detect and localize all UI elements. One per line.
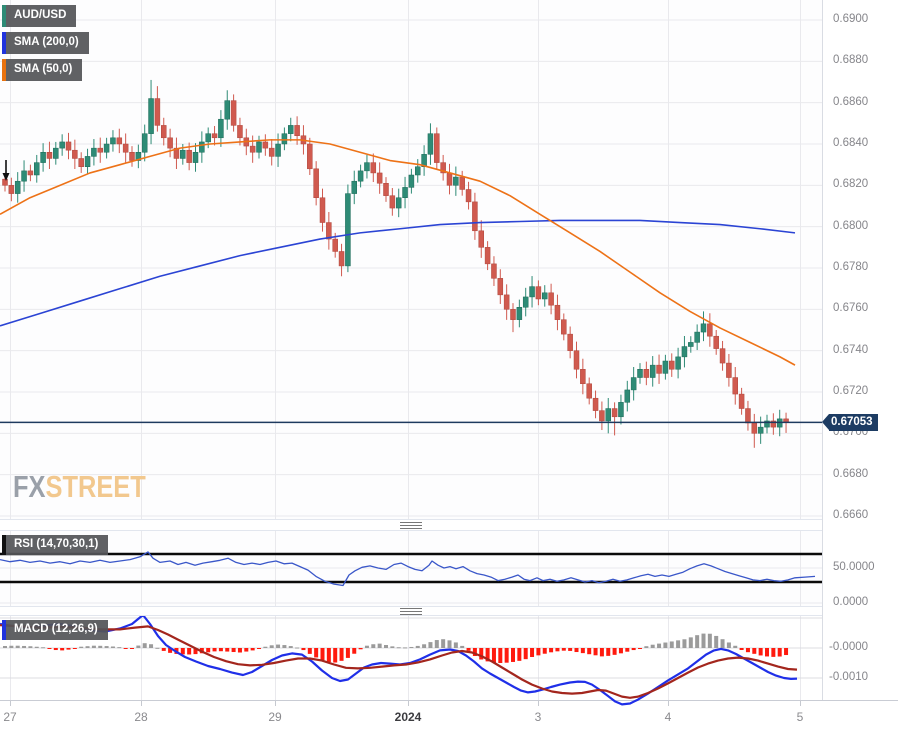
price-axis[interactable]: 0.6900 0.6880 0.6860 0.6840 0.6820 0.6800 0.67…	[822, 0, 898, 700]
price-axis-label: 0.6720	[833, 384, 869, 397]
time-axis-label: 5	[796, 710, 804, 724]
rsi-axis-label: 0.0000	[833, 596, 869, 608]
time-axis[interactable]: 27 28 29 2024 3 4 5	[0, 700, 898, 731]
price-axis-label: 0.6780	[833, 260, 869, 273]
legend-symbol-badge[interactable]: AUD/USD	[2, 5, 77, 27]
rsi-pane[interactable]	[0, 530, 822, 607]
time-axis-label: 29	[268, 710, 282, 724]
pane-resize-divider[interactable]	[0, 606, 822, 616]
price-axis-label: 0.6760	[833, 302, 869, 315]
time-axis-tick	[10, 701, 11, 706]
time-axis-label: 2024	[394, 710, 422, 724]
price-badge-arrow-icon	[822, 414, 829, 431]
legend-rsi-badge[interactable]: RSI (14,70,30,1)	[2, 535, 109, 555]
time-axis-tick	[800, 701, 801, 706]
time-axis-label: 27	[3, 710, 17, 724]
candlestick-canvas[interactable]	[0, 0, 822, 519]
current-price-badge: 0.67053	[822, 413, 878, 431]
price-axis-label: 0.6800	[833, 219, 869, 232]
legend-sma50-badge[interactable]: SMA (50,0)	[2, 59, 83, 81]
legend-macd-badge[interactable]: MACD (12,26,9)	[2, 620, 108, 640]
price-badge-value: 0.67053	[829, 413, 878, 431]
rsi-axis-label: 50.0000	[833, 561, 875, 573]
fxstreet-logo: FXSTREET	[13, 469, 146, 505]
time-axis-tick	[408, 701, 409, 706]
legend-sma200-badge[interactable]: SMA (200,0)	[2, 32, 89, 54]
price-axis-label: 0.6900	[833, 13, 869, 25]
price-chart-pane[interactable]	[0, 0, 822, 520]
resize-grip-icon[interactable]	[400, 522, 422, 529]
time-axis-label: 4	[664, 710, 672, 724]
price-axis-label: 0.6680	[833, 467, 869, 480]
time-axis-label: 3	[534, 710, 542, 724]
macd-axis-label: -0.0000	[829, 641, 869, 653]
macd-canvas[interactable]	[0, 613, 822, 706]
price-axis-label: 0.6840	[833, 136, 869, 149]
price-axis-label: 0.6740	[833, 343, 869, 356]
resize-grip-icon[interactable]	[400, 608, 422, 615]
price-axis-label: 0.6860	[833, 95, 869, 108]
fxstreet-logo-fx: FX	[13, 469, 46, 504]
time-axis-tick	[141, 701, 142, 706]
time-axis-label: 28	[134, 710, 148, 724]
time-axis-tick	[668, 701, 669, 706]
time-axis-tick	[538, 701, 539, 706]
macd-pane[interactable]	[0, 613, 822, 706]
price-axis-label: 0.6820	[833, 178, 869, 191]
price-axis-label: 0.6880	[833, 54, 869, 67]
pane-resize-divider[interactable]	[0, 519, 822, 531]
rsi-canvas[interactable]	[0, 530, 822, 607]
fxstreet-logo-street: STREET	[45, 469, 146, 504]
time-axis-tick	[275, 701, 276, 706]
macd-axis-label: -0.0010	[829, 671, 869, 683]
price-axis-label: 0.6660	[833, 508, 869, 521]
